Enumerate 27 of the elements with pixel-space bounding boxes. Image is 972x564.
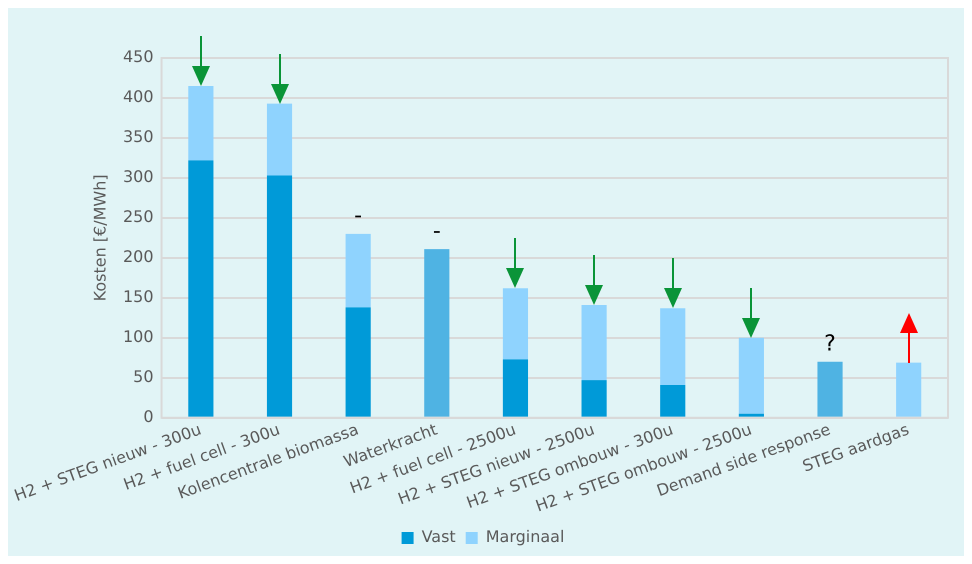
bar	[582, 380, 607, 417]
annotation: ?	[824, 332, 836, 357]
y-tick-label: 100	[122, 326, 154, 346]
bar	[266, 176, 292, 417]
bar	[896, 362, 922, 417]
y-tick-label: 0	[143, 406, 154, 426]
y-tick-label: 150	[122, 286, 154, 306]
bar	[502, 359, 528, 417]
bar	[817, 362, 843, 417]
y-tick-label: 400	[122, 87, 154, 106]
annotation: -	[432, 218, 441, 244]
bar	[738, 414, 764, 417]
y-tick-label: 50	[133, 366, 154, 386]
bar	[346, 307, 371, 417]
y-tick-label: 450	[122, 47, 154, 66]
annotation: -	[354, 204, 362, 229]
bar	[346, 234, 371, 308]
y-tick-label: 300	[122, 167, 154, 186]
bar	[188, 160, 214, 417]
y-axis-title: Kosten [€/MWh]	[90, 174, 110, 302]
y-tick-label: 250	[122, 207, 154, 226]
y-tick-label: 200	[122, 247, 154, 266]
y-tick-label: 350	[122, 127, 154, 146]
bar	[660, 384, 686, 417]
bar	[424, 249, 450, 417]
legend-label: Marginaal	[486, 527, 564, 546]
legend-label: Vast	[422, 527, 456, 546]
